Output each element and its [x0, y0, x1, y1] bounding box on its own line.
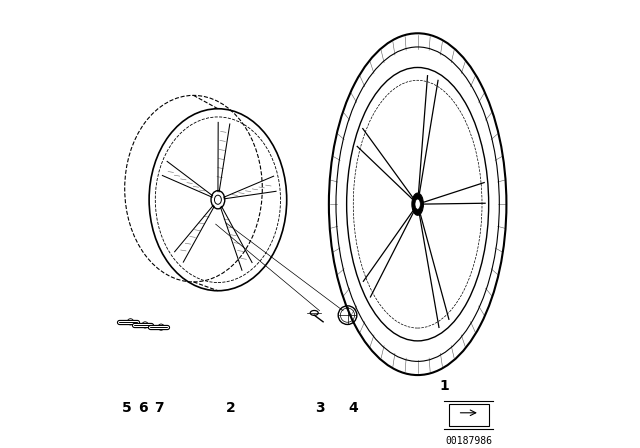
Text: 6: 6	[138, 401, 147, 415]
Text: 00187986: 00187986	[445, 436, 492, 446]
Text: 1: 1	[440, 379, 449, 393]
Ellipse shape	[412, 193, 424, 215]
Text: 3: 3	[315, 401, 325, 415]
Text: 5: 5	[122, 401, 132, 415]
Text: 7: 7	[154, 401, 164, 415]
Ellipse shape	[415, 199, 420, 209]
Text: 2: 2	[227, 401, 236, 415]
Text: 4: 4	[348, 401, 358, 415]
